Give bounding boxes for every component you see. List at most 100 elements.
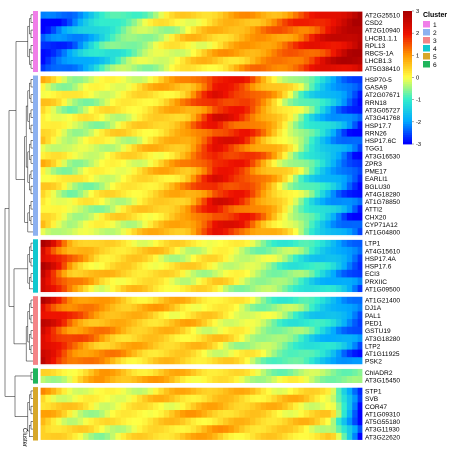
heatmap-cell	[126, 277, 132, 286]
heatmap-cell	[330, 75, 337, 84]
heatmap-cell	[223, 167, 229, 176]
heatmap-cell	[153, 368, 159, 377]
heatmap-cell	[228, 151, 235, 160]
heatmap-cell	[239, 106, 245, 115]
heatmap-cell	[50, 303, 57, 312]
heatmap-cell	[104, 41, 111, 50]
heatmap-cell	[120, 113, 127, 122]
heatmap-cell	[244, 75, 251, 84]
heatmap-cell	[206, 113, 213, 122]
heatmap-cell	[169, 56, 175, 65]
heatmap-cell	[293, 228, 299, 237]
heatmap-cell	[163, 151, 170, 160]
heatmap-cell	[266, 41, 272, 50]
heatmap-cell	[88, 167, 95, 176]
heatmap-cell	[206, 326, 213, 335]
cluster-block-border	[39, 74, 364, 237]
heatmap-cell	[104, 254, 111, 263]
heatmap-cell	[346, 402, 353, 411]
heatmap-cell	[169, 144, 175, 153]
heatmap-cell	[266, 432, 272, 441]
heatmap-cell	[61, 246, 68, 255]
heatmap-cell	[185, 167, 192, 176]
heatmap-cell	[336, 303, 342, 312]
heatmap-cell	[239, 56, 245, 65]
heatmap-cell	[77, 11, 84, 20]
colorbar-segment	[403, 90, 412, 94]
heatmap-cell	[163, 11, 170, 20]
heatmap-cell	[298, 167, 305, 176]
heatmap-cell	[314, 106, 321, 115]
heatmap-cell	[255, 75, 262, 84]
heatmap-cell	[255, 220, 262, 229]
heatmap-cell	[99, 262, 105, 271]
heatmap-cell	[276, 417, 283, 426]
heatmap-cell	[309, 387, 315, 396]
heatmap-cell	[40, 425, 46, 434]
heatmap-cell	[276, 368, 283, 377]
heatmap-cell	[45, 83, 52, 92]
heatmap-cell	[77, 167, 84, 176]
heatmap-cell	[196, 432, 202, 441]
heatmap-cell	[249, 425, 256, 434]
heatmap-cell	[185, 319, 192, 328]
heatmap-cell	[83, 189, 89, 199]
heatmap-cell	[233, 341, 240, 350]
heatmap-cell	[244, 98, 251, 107]
heatmap-cell	[260, 334, 267, 343]
heatmap-cell	[61, 220, 68, 229]
heatmap-cell	[255, 239, 262, 248]
heatmap-cell	[104, 174, 111, 183]
heatmap-cell	[287, 375, 294, 385]
heatmap-cell	[158, 262, 165, 271]
heatmap-cell	[346, 220, 353, 229]
heatmap-cell	[109, 254, 116, 263]
heatmap-cell	[147, 174, 154, 183]
heatmap-cell	[196, 167, 202, 176]
heatmap-cell	[228, 387, 235, 396]
heatmap-cell	[298, 387, 305, 396]
heatmap-cell	[352, 375, 359, 385]
heatmap-cell	[287, 136, 294, 145]
heatmap-cell	[61, 212, 68, 221]
heatmap-cell	[99, 296, 105, 305]
heatmap-cell	[115, 64, 122, 73]
heatmap-cell	[104, 228, 111, 237]
heatmap-cell	[309, 90, 315, 99]
heatmap-cell	[104, 33, 111, 42]
colorbar-segment	[403, 139, 412, 143]
heatmap-cell	[61, 228, 68, 237]
heatmap-cell	[50, 349, 57, 358]
heatmap-cell	[212, 220, 219, 229]
heatmap-cell	[72, 349, 79, 358]
gene-label: AT5G38410	[365, 66, 400, 73]
heatmap-cell	[341, 425, 348, 434]
heatmap-cell	[217, 410, 224, 419]
heatmap-cell	[249, 349, 256, 358]
heatmap-cell	[260, 197, 267, 206]
heatmap-cell	[196, 128, 202, 137]
heatmap-cell	[239, 277, 245, 286]
heatmap-cell	[109, 18, 116, 27]
heatmap-cell	[104, 136, 111, 145]
heatmap-cell	[77, 319, 84, 328]
heatmap-cell	[336, 159, 342, 168]
heatmap-cell	[147, 296, 154, 305]
heatmap-cell	[233, 326, 240, 335]
heatmap-cell	[66, 375, 73, 385]
heatmap-cell	[45, 357, 52, 366]
heatmap-cell	[142, 285, 149, 294]
heatmap-cell	[309, 285, 315, 294]
colorbar-segment	[403, 117, 412, 121]
heatmap-cell	[190, 26, 197, 35]
heatmap-cell	[153, 410, 159, 419]
heatmap-cell	[88, 432, 95, 441]
heatmap-cell	[276, 402, 283, 411]
heatmap-cell	[314, 151, 321, 160]
colorbar-segment	[403, 77, 412, 81]
heatmap-cell	[330, 228, 337, 237]
heatmap-cell	[266, 296, 272, 305]
heatmap-cell	[77, 64, 84, 73]
heatmap-cell	[271, 75, 278, 84]
heatmap-cell	[298, 402, 305, 411]
